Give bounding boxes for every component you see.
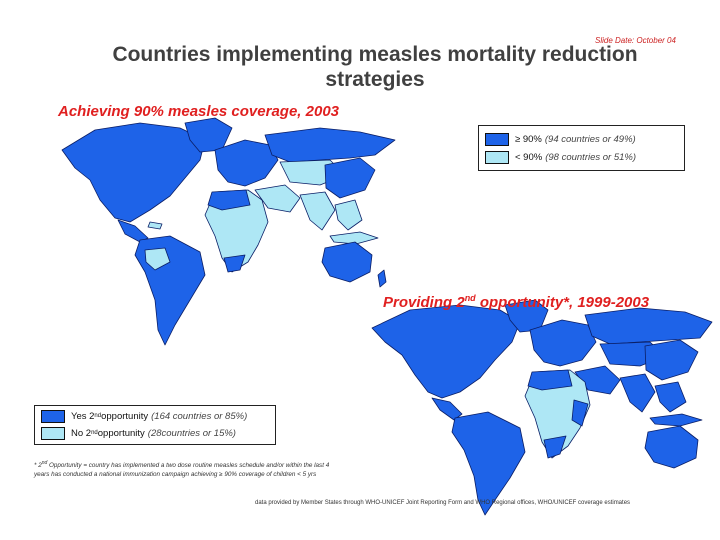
map1-europe (214, 139, 279, 187)
map2-legend-swatch-no (41, 426, 65, 440)
map2-se-asia (654, 381, 687, 413)
map2-legend-sup: nd (91, 430, 98, 436)
footnote: * 2nd Opportunity = country has implemen… (34, 459, 334, 479)
map1-russia (264, 127, 396, 163)
footnote-prefix: * 2 (34, 462, 42, 470)
map2-europe (529, 319, 597, 367)
map2-legend-label: No 2 (71, 427, 92, 439)
map1-legend-detail: (94 countries or 49%) (544, 133, 636, 145)
map2-south-asia (619, 373, 656, 413)
slide-title: Countries implementing measles mortality… (112, 43, 638, 91)
map2-legend-detail: (164 countries or 85%) (151, 410, 248, 422)
map1-legend-item-high: ≥ 90% (94 countries or 49%) (485, 132, 636, 146)
map2-south-america (451, 411, 526, 516)
map1-legend-swatch-high (485, 132, 509, 146)
map1-south-asia (299, 191, 336, 231)
map2-legend-label: Yes 2 (71, 410, 95, 422)
map1-australia (321, 241, 373, 283)
map1-legend-item-low: < 90% (98 countries or 51%) (485, 150, 636, 164)
map2-australia (644, 425, 699, 469)
map2-russia (584, 307, 713, 345)
map1-world-map (61, 117, 396, 346)
map1-se-asia (334, 199, 363, 231)
map2-china (644, 339, 699, 381)
map2-legend-label: opportunity (101, 410, 149, 422)
map1-middle-east (254, 184, 301, 213)
map2-world-map (371, 299, 713, 516)
map1-caribbean (147, 221, 163, 230)
map2-title: Providing 2nd opportunity*, 1999-2003 (383, 293, 649, 311)
map1-indonesia (329, 231, 379, 245)
map1-china (324, 157, 376, 199)
map2-title-part: Providing 2 (383, 294, 465, 311)
map1-central-america (117, 219, 149, 243)
map1-south-africa (223, 254, 246, 273)
data-credits: data provided by Member States through W… (255, 500, 631, 506)
footnote-sup: nd (41, 460, 48, 466)
map2-east-africa (571, 399, 589, 427)
map2-central-america (431, 397, 463, 421)
map2-indonesia (649, 413, 703, 427)
map2-africa (524, 369, 591, 459)
map2-north-america (371, 304, 521, 399)
map1-north-africa (207, 189, 251, 211)
map2-title-sup: nd (464, 293, 476, 303)
map1-legend-label: ≥ 90% (515, 133, 542, 145)
map2-north-africa (527, 369, 573, 391)
map2-legend-label: opportunity (97, 427, 145, 439)
map1-title: Achieving 90% measles coverage, 2003 (58, 103, 340, 120)
map1-legend-label: < 90% (515, 151, 543, 163)
map1-legend-detail: (98 countries or 51%) (545, 151, 637, 163)
map1-legend: ≥ 90% (94 countries or 49%) < 90% (98 co… (478, 125, 685, 171)
map1-south-america-low (144, 247, 171, 271)
map2-legend-detail: (28countries or 15%) (147, 427, 236, 439)
slide-date: Slide Date: October 04 (595, 36, 676, 45)
map1-legend-swatch-low (485, 150, 509, 164)
footnote-text: Opportunity = country has implemented a … (34, 462, 330, 479)
map2-south-africa (543, 435, 567, 459)
map1-new-zealand (377, 269, 387, 288)
map2-legend-sup: nd (94, 413, 102, 419)
map2-title-part: opportunity*, 1999-2003 (475, 294, 650, 311)
map1-north-america (61, 122, 206, 223)
map1-africa (204, 189, 269, 273)
map2-legend-swatch-yes (41, 409, 65, 423)
